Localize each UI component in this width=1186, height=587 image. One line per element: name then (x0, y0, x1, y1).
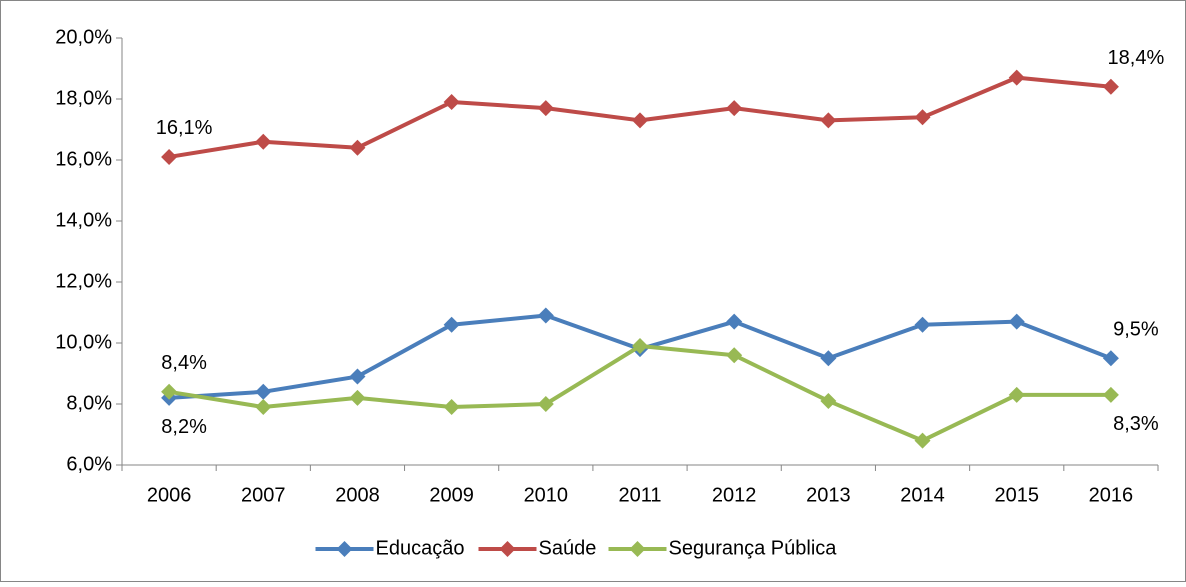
point-marker (443, 399, 460, 416)
legend-label: Saúde (539, 537, 597, 559)
point-marker (443, 316, 460, 333)
x-tick-label: 2015 (994, 484, 1039, 506)
point-marker (726, 100, 743, 117)
point-marker (1008, 69, 1025, 86)
point-marker (1102, 78, 1119, 95)
x-tick-label: 2007 (241, 484, 286, 506)
point-marker (349, 368, 366, 385)
point-marker (820, 112, 837, 129)
y-tick-label: 14,0% (55, 209, 112, 231)
point-marker (349, 389, 366, 406)
point-marker (726, 347, 743, 364)
point-marker (1102, 350, 1119, 367)
point-marker (820, 350, 837, 367)
x-tick-label: 2013 (806, 484, 851, 506)
legend-marker (629, 541, 646, 557)
y-tick-label: 10,0% (55, 331, 112, 353)
legend-marker (499, 541, 516, 557)
point-marker (820, 392, 837, 409)
data-label: 9,5% (1113, 319, 1159, 341)
point-marker (914, 432, 931, 449)
point-marker (537, 307, 554, 324)
y-tick-label: 8,0% (66, 392, 112, 414)
point-marker (1008, 386, 1025, 403)
point-marker (726, 313, 743, 330)
x-tick-label: 2010 (524, 484, 569, 506)
point-marker (161, 383, 178, 400)
point-marker (914, 109, 931, 126)
x-tick-label: 2012 (712, 484, 757, 506)
point-marker (255, 399, 272, 416)
x-tick-label: 2006 (147, 484, 192, 506)
legend-marker (336, 541, 353, 557)
point-marker (632, 338, 648, 355)
point-marker (161, 148, 178, 165)
y-tick-label: 20,0% (55, 26, 112, 48)
data-label: 8,2% (161, 416, 207, 438)
point-marker (914, 316, 931, 333)
x-tick-label: 2008 (335, 484, 380, 506)
x-tick-label: 2016 (1089, 484, 1134, 506)
legend-label: Segurança Pública (669, 537, 838, 559)
data-label: 16,1% (156, 117, 213, 139)
point-marker (632, 112, 648, 129)
point-marker (443, 94, 460, 111)
x-tick-label: 2014 (900, 484, 945, 506)
x-tick-label: 2009 (429, 484, 474, 506)
legend-label: Educação (376, 537, 465, 559)
point-marker (537, 396, 554, 412)
point-marker (255, 133, 272, 150)
point-marker (1102, 386, 1119, 403)
y-tick-label: 12,0% (55, 270, 112, 292)
data-label: 8,3% (1113, 413, 1159, 435)
data-label: 18,4% (1108, 47, 1165, 69)
y-tick-label: 18,0% (55, 87, 112, 109)
point-marker (1008, 313, 1025, 330)
x-tick-label: 2011 (618, 484, 661, 506)
point-marker (537, 100, 554, 117)
y-tick-label: 16,0% (55, 148, 112, 170)
point-marker (255, 383, 272, 400)
data-label: 8,4% (161, 352, 207, 374)
point-marker (349, 139, 366, 156)
y-tick-label: 6,0% (66, 453, 112, 475)
